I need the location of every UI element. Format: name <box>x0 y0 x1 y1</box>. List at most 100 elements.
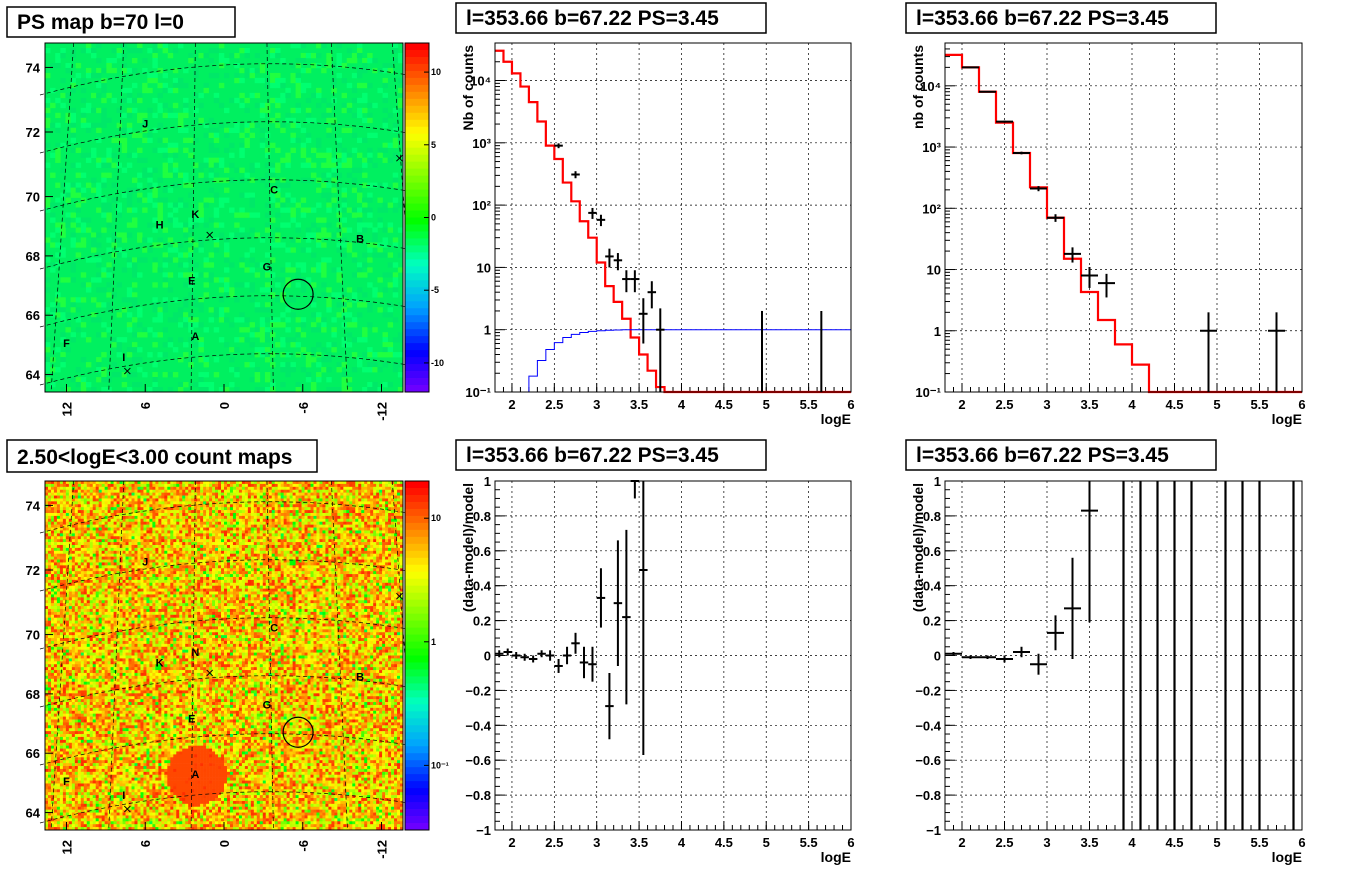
map3-pixel <box>81 568 84 571</box>
map3-pixel <box>111 813 114 816</box>
map0-pixel <box>388 342 393 347</box>
map3-pixel <box>48 525 51 528</box>
map3-pixel <box>105 810 108 813</box>
map3-pixel <box>84 760 87 763</box>
map3-pixel <box>114 560 117 563</box>
map3-pixel <box>108 740 111 743</box>
map0-pixel <box>244 173 249 178</box>
map3-pixel <box>57 778 60 781</box>
map0-pixel <box>326 232 331 237</box>
plot2-data-point <box>1064 247 1081 262</box>
map0-pixel <box>214 312 219 317</box>
map0-pixel <box>209 163 214 168</box>
map0-pixel <box>260 108 265 113</box>
map3-pixel <box>114 557 117 560</box>
map3-pixel <box>114 554 117 557</box>
map3-pixel <box>48 571 51 574</box>
map3-pixel <box>93 571 96 574</box>
plot2-data-point <box>962 67 979 68</box>
map0-pixel <box>81 218 86 223</box>
map0-pixel <box>372 327 377 332</box>
map0-pixel <box>152 257 157 262</box>
map0-pixel <box>50 173 55 178</box>
map0-pixel <box>96 332 101 337</box>
map3-pixel <box>72 551 75 554</box>
map3-pixel <box>99 542 102 545</box>
map0-pixel <box>311 53 316 58</box>
map3-pixel <box>48 516 51 519</box>
map3-pixel <box>93 676 96 679</box>
map0-pixel <box>147 198 152 203</box>
map0-pixel <box>101 208 106 213</box>
map3-pixel <box>78 487 81 490</box>
map3-pixel <box>66 717 69 720</box>
map3-pixel <box>69 658 72 661</box>
map3-pixel <box>72 722 75 725</box>
map3-pixel <box>48 658 51 661</box>
map3-pixel <box>108 798 111 801</box>
map3-pixel <box>93 798 96 801</box>
map3-pixel <box>84 562 87 565</box>
map0-pixel <box>71 183 76 188</box>
map0-pixel <box>158 178 163 183</box>
map0-pixel <box>178 272 183 277</box>
map0-pixel <box>163 113 168 118</box>
map3-pixel <box>102 699 105 702</box>
map0-pixel <box>137 198 142 203</box>
map3-pixel <box>66 804 69 807</box>
map0-pixel <box>132 297 137 302</box>
map0-pixel <box>316 232 321 237</box>
map0-colorbar-cell <box>405 238 429 245</box>
map3-pixel <box>87 763 90 766</box>
map0-pixel <box>168 257 173 262</box>
map3-pixel <box>108 493 111 496</box>
map3-pixel <box>96 568 99 571</box>
map0-pixel <box>301 68 306 73</box>
map0-pixel <box>342 193 347 198</box>
map3-pixel <box>48 673 51 676</box>
map0-pixel <box>45 257 50 262</box>
map0-pixel <box>45 118 50 123</box>
map0-pixel <box>219 203 224 208</box>
map0-pixel <box>280 267 285 272</box>
map3-pixel <box>84 496 87 499</box>
map3-pixel <box>51 754 54 757</box>
map3-pixel <box>78 621 81 624</box>
map3-pixel <box>99 565 102 568</box>
map3-pixel <box>72 746 75 749</box>
map3-pixel <box>93 522 96 525</box>
map3-pixel <box>102 792 105 795</box>
map3-pixel <box>105 603 108 606</box>
map0-pixel <box>280 58 285 63</box>
map3-pixel <box>63 609 66 612</box>
map3-pixel <box>111 501 114 504</box>
map0-pixel <box>178 128 183 133</box>
map0-pixel <box>326 377 331 382</box>
map3-pixel <box>66 661 69 664</box>
map0-pixel <box>265 203 270 208</box>
map3-pixel <box>57 818 60 821</box>
map0-pixel <box>101 352 106 357</box>
map3-pixel <box>93 813 96 816</box>
map3-pixel <box>105 737 108 740</box>
map3-pixel <box>84 525 87 528</box>
map0-pixel <box>60 297 65 302</box>
map3-pixel <box>75 795 78 798</box>
map3-pixel <box>87 597 90 600</box>
map3-pixel <box>114 498 117 501</box>
map3-pixel <box>69 600 72 603</box>
map3-pixel <box>93 530 96 533</box>
map0-pixel <box>270 178 275 183</box>
map0-pixel <box>393 337 398 342</box>
map3-pixel <box>99 667 102 670</box>
map3-pixel <box>84 594 87 597</box>
map3-pixel <box>48 618 51 621</box>
map3-pixel <box>66 813 69 816</box>
map3-pixel <box>84 737 87 740</box>
map3-pixel <box>102 629 105 632</box>
map3-pixel <box>54 560 57 563</box>
map0-pixel <box>158 108 163 113</box>
map0-colorbar-cell <box>405 252 429 259</box>
map0-pixel <box>132 98 137 103</box>
map3-pixel <box>51 603 54 606</box>
